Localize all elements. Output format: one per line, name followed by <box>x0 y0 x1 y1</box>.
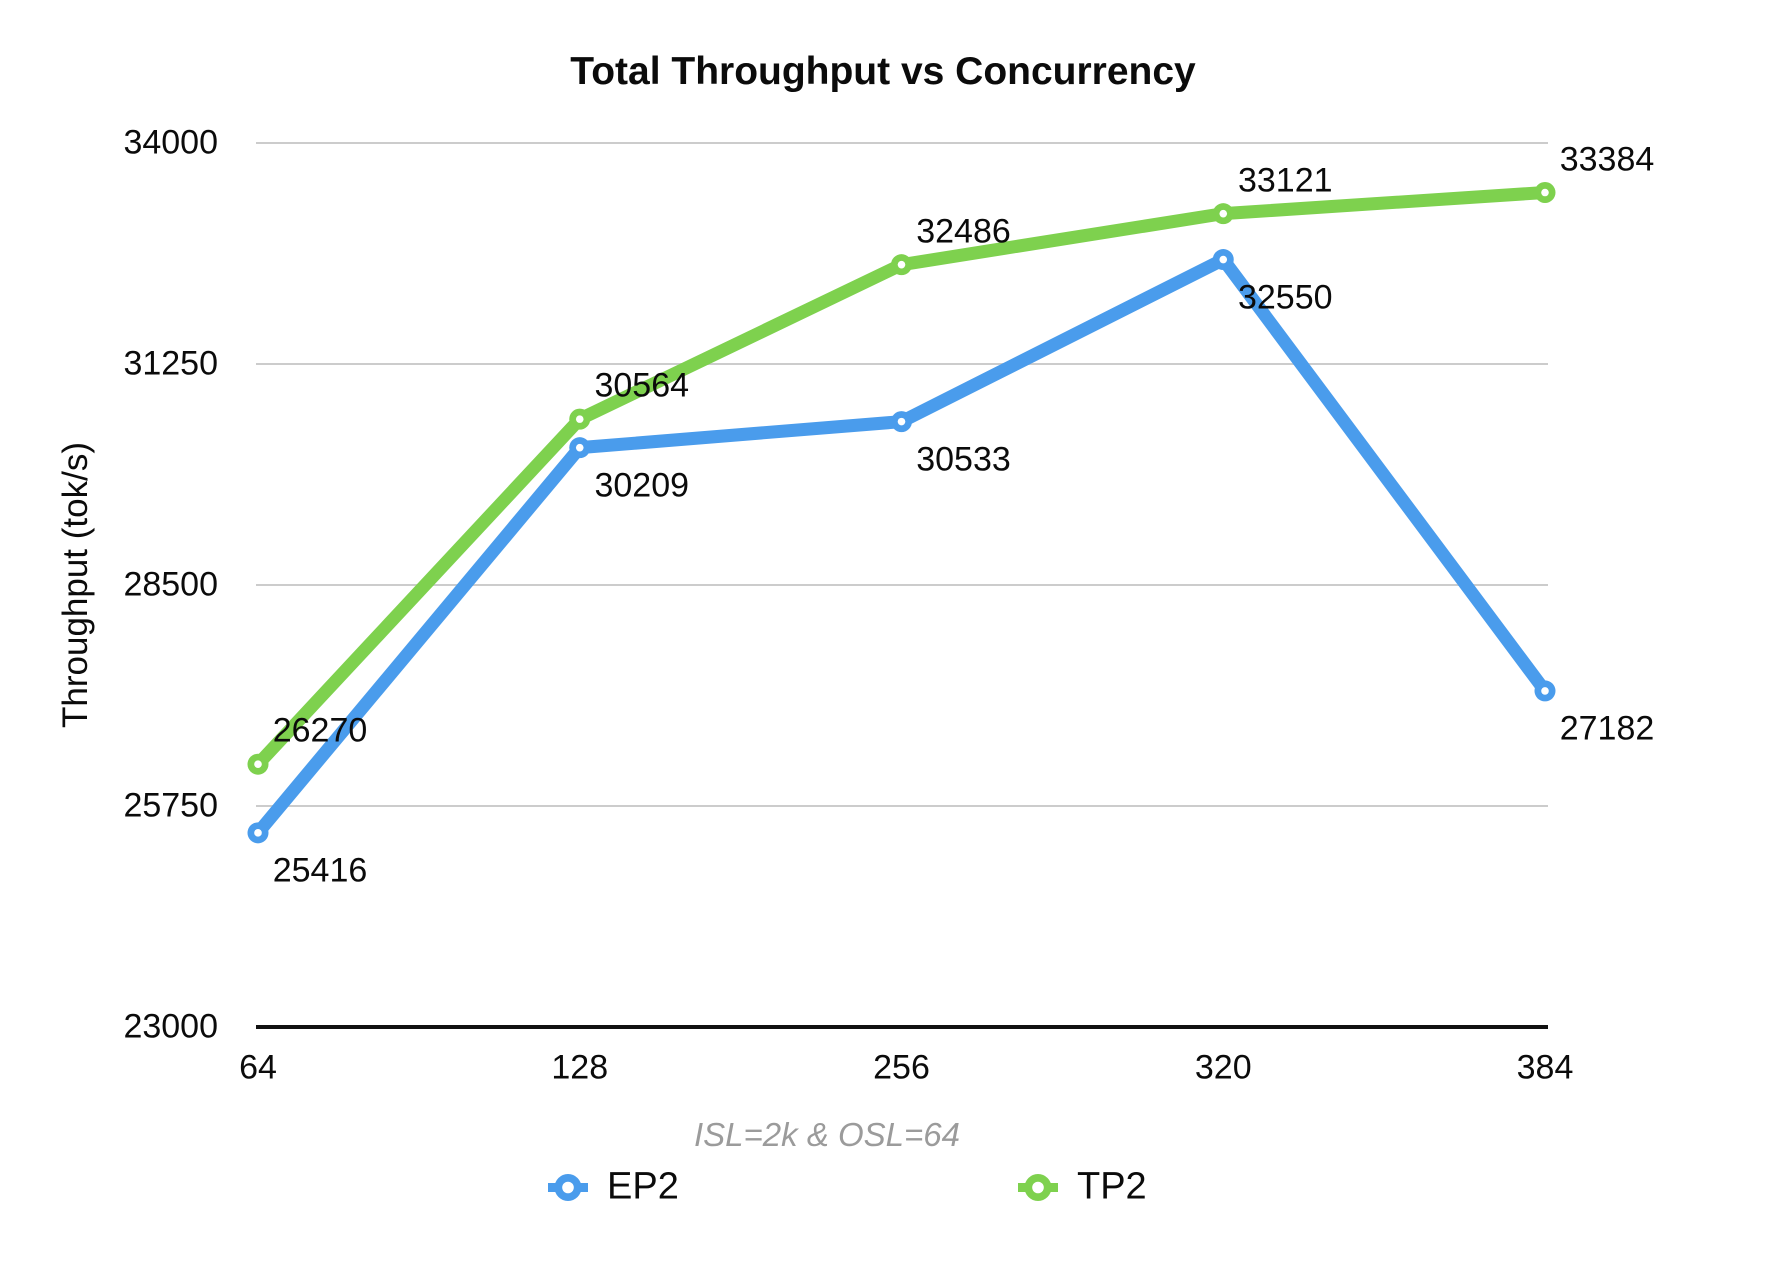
legend-label-tp2: TP2 <box>1077 1165 1147 1208</box>
data-point-label: 32550 <box>1237 278 1333 317</box>
data-point-label: 32486 <box>916 212 1011 251</box>
data-point-label: 25416 <box>272 851 368 890</box>
chart-title: Total Throughput vs Concurrency <box>570 50 1196 93</box>
series-line-tp2 <box>251 186 1552 771</box>
legend-item-ep2: EP2 <box>548 1166 679 1209</box>
data-point-label: 27182 <box>1559 709 1655 748</box>
data-point-marker-hole <box>1219 255 1228 264</box>
y-tick-label: 34000 <box>123 123 218 162</box>
legend-item-tp2: TP2 <box>1018 1166 1147 1209</box>
data-point-marker-hole <box>897 417 906 426</box>
y-tick-label: 23000 <box>123 1007 218 1046</box>
data-point-label: 30533 <box>916 440 1011 479</box>
data-point-label: 33384 <box>1559 140 1655 178</box>
data-point-marker-hole <box>254 760 262 769</box>
chart-subtitle: ISL=2k & OSL=64 <box>693 1116 961 1153</box>
x-tick-label: 384 <box>1516 1048 1574 1087</box>
x-tick-label: 256 <box>873 1048 930 1087</box>
x-tick-label: 128 <box>551 1048 609 1087</box>
data-point-marker-hole <box>575 443 584 452</box>
data-point-label: 33121 <box>1237 161 1333 200</box>
tp2-line-marker-icon <box>1018 1173 1058 1201</box>
y-tick-label: 31250 <box>123 344 218 383</box>
ep2-line-marker-icon <box>548 1173 588 1201</box>
y-tick-label: 25750 <box>123 786 218 825</box>
data-point-marker-hole <box>575 415 584 423</box>
data-point-label: 26270 <box>272 711 368 750</box>
x-tick-label: 64 <box>239 1048 277 1087</box>
data-point-marker-hole <box>1541 188 1549 197</box>
data-point-label: 30209 <box>594 466 690 505</box>
series-line-ep2 <box>251 253 1552 840</box>
data-point-marker-hole <box>1219 209 1228 218</box>
x-tick-label: 320 <box>1194 1048 1252 1087</box>
legend-label-ep2: EP2 <box>607 1165 679 1208</box>
y-tick-label: 28500 <box>123 565 218 604</box>
data-point-marker-hole <box>897 260 906 269</box>
data-point-marker-hole <box>1541 687 1549 695</box>
data-point-marker-hole <box>254 829 262 837</box>
data-point-label: 30564 <box>594 366 690 405</box>
